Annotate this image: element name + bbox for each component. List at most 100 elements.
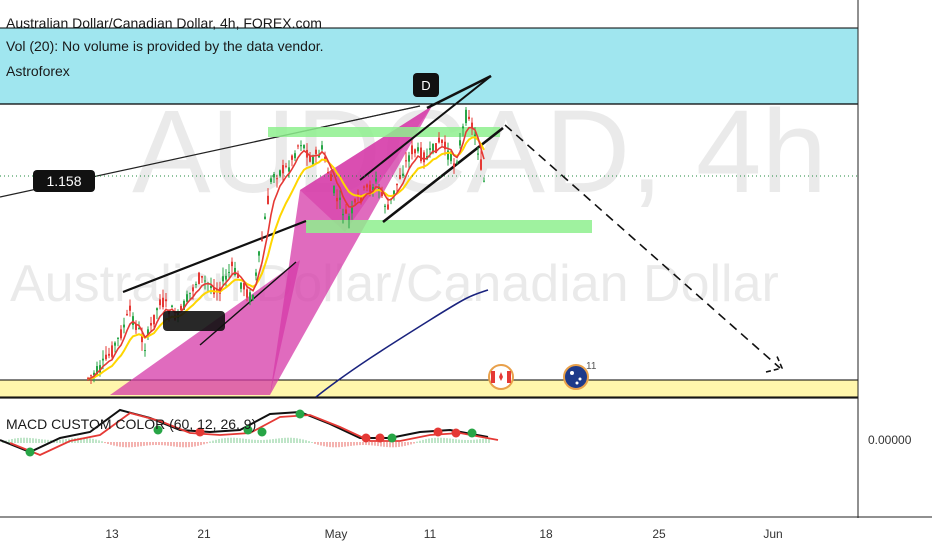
macd-bar-7 xyxy=(23,437,25,443)
macd-bar-67 xyxy=(203,442,205,445)
macd-bar-156 xyxy=(470,439,472,443)
macd-bar-44 xyxy=(134,442,136,447)
event-marker-count: 11 xyxy=(586,361,597,372)
candle-109 xyxy=(414,148,416,158)
macd-bar-114 xyxy=(344,442,346,447)
candle-106 xyxy=(405,152,407,168)
candle-132 xyxy=(483,177,485,183)
macd-bar-20 xyxy=(62,439,64,443)
macd-dot-7 xyxy=(375,433,385,443)
macd-dot-9 xyxy=(433,427,443,437)
macd-bar-54 xyxy=(164,442,166,446)
event-marker-canada[interactable] xyxy=(488,364,514,390)
macd-dot-8 xyxy=(387,433,397,443)
candle-87 xyxy=(348,213,350,229)
time-tick-0: 13 xyxy=(105,527,119,541)
macd-dot-6 xyxy=(361,433,371,443)
harmonic-pattern-leg-3 xyxy=(300,106,432,232)
candle-125 xyxy=(462,123,464,137)
candle-6 xyxy=(105,346,107,361)
macd-bar-130 xyxy=(392,442,394,448)
candle-71 xyxy=(300,140,302,151)
macd-bar-82 xyxy=(248,439,250,443)
macd-bar-105 xyxy=(317,442,319,445)
candle-104 xyxy=(399,168,401,180)
macd-bar-77 xyxy=(233,437,235,443)
macd-bar-58 xyxy=(176,442,178,447)
channel-upper-line-2 xyxy=(359,75,492,181)
macd-bar-125 xyxy=(377,442,379,447)
projection-arrow-head xyxy=(765,353,784,373)
watermark-name: Australian Dollar/Canadian Dollar xyxy=(10,255,779,313)
macd-bar-47 xyxy=(143,442,145,446)
candle-23 xyxy=(156,307,158,320)
macd-bar-161 xyxy=(485,438,487,443)
macd-bar-120 xyxy=(362,442,364,446)
macd-indicator-label[interactable]: MACD CUSTOM COLOR (60, 12, 26, 9) xyxy=(6,416,256,432)
candle-123 xyxy=(456,159,458,165)
wedge-label-box xyxy=(163,311,225,331)
macd-bar-51 xyxy=(155,442,157,446)
macd-bar-95 xyxy=(287,437,289,443)
ratio-annotation-label: 1.158 xyxy=(46,173,81,189)
time-tick-4: 18 xyxy=(539,527,553,541)
macd-bar-124 xyxy=(374,442,376,446)
macd-bar-111 xyxy=(335,442,337,448)
candle-130 xyxy=(477,147,479,161)
candle-92 xyxy=(363,185,365,191)
macd-bar-48 xyxy=(146,442,148,446)
target-zone-lower xyxy=(306,220,592,233)
ratio-annotation-box[interactable] xyxy=(33,170,95,192)
candle-105 xyxy=(402,165,404,179)
macd-bar-152 xyxy=(458,439,460,443)
macd-bar-86 xyxy=(260,439,262,443)
macd-bar-135 xyxy=(407,442,409,446)
event-marker-australia[interactable]: 11 xyxy=(563,361,597,390)
macd-bar-64 xyxy=(194,442,196,447)
macd-bar-112 xyxy=(338,442,340,448)
candle-86 xyxy=(345,203,347,215)
macd-bar-19 xyxy=(59,439,61,443)
macd-dot-0 xyxy=(25,447,35,457)
macd-bar-9 xyxy=(29,437,31,443)
macd-bar-129 xyxy=(389,442,391,448)
trendline-wedge-top xyxy=(122,219,307,294)
macd-dot-3 xyxy=(243,425,253,435)
pattern-point-box[interactable] xyxy=(413,73,439,97)
macd-bar-144 xyxy=(434,437,436,443)
macd-bar-84 xyxy=(254,439,256,443)
macd-bar-110 xyxy=(332,442,334,448)
candle-93 xyxy=(366,183,368,192)
macd-bar-85 xyxy=(257,439,259,443)
target-zone-upper xyxy=(268,127,500,137)
macd-bar-138 xyxy=(416,441,418,443)
candle-54 xyxy=(249,289,251,306)
moving-average-long xyxy=(315,289,489,398)
macd-bar-141 xyxy=(425,439,427,443)
candle-20 xyxy=(147,326,149,340)
macd-bar-8 xyxy=(26,437,28,443)
macd-bar-15 xyxy=(47,439,49,443)
candle-39 xyxy=(204,275,206,290)
macd-bar-66 xyxy=(200,442,202,446)
macd-bar-13 xyxy=(41,439,43,443)
macd-bar-160 xyxy=(482,438,484,443)
candle-74 xyxy=(309,151,311,163)
macd-bar-113 xyxy=(341,442,343,447)
macd-bar-128 xyxy=(386,442,388,448)
macd-bar-115 xyxy=(347,442,349,447)
macd-bar-35 xyxy=(107,442,109,444)
time-axis-ticks[interactable]: 13 21 May 11 18 25 Jun xyxy=(105,527,782,541)
macd-bar-107 xyxy=(323,442,325,447)
candle-38 xyxy=(201,275,203,284)
macd-bar-65 xyxy=(197,442,199,446)
macd-bar-31 xyxy=(95,439,97,443)
candle-61 xyxy=(270,175,272,185)
macd-bar-150 xyxy=(452,438,454,443)
macd-bar-104 xyxy=(314,442,316,444)
author-label: Astroforex xyxy=(6,63,70,79)
macd-bar-30 xyxy=(92,438,94,443)
candle-36 xyxy=(195,281,197,289)
macd-bar-61 xyxy=(185,442,187,448)
